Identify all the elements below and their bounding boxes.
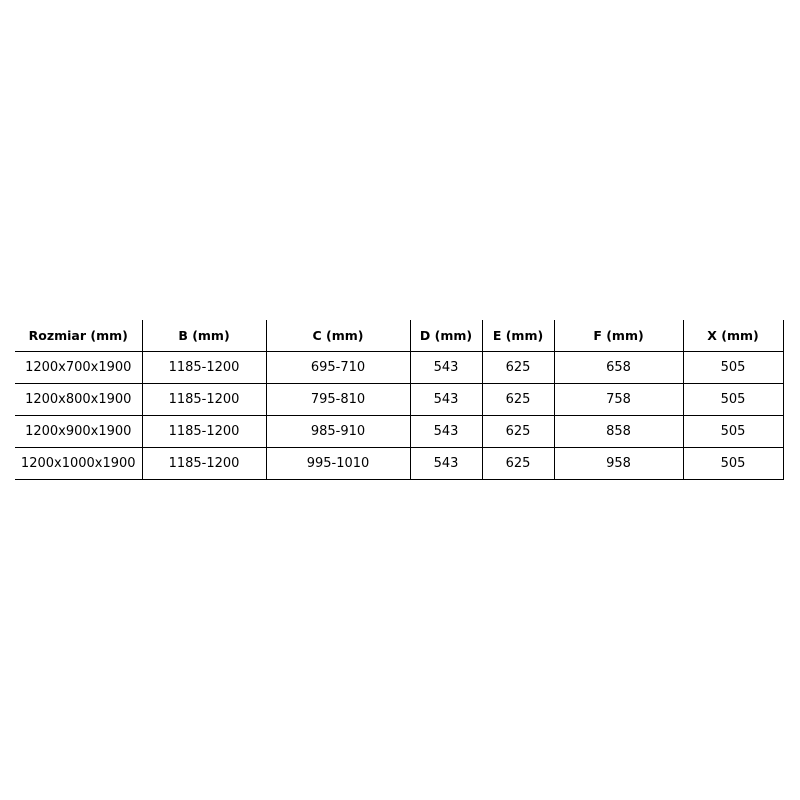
table-cell: 1185-1200 (142, 447, 267, 480)
header-c: C (mm) (266, 320, 411, 352)
table-cell: 1200x800x1900 (15, 383, 143, 416)
table-cell: 958 (554, 447, 684, 480)
header-e: E (mm) (482, 320, 555, 352)
header-b: B (mm) (142, 320, 267, 352)
table-cell: 625 (482, 351, 555, 384)
table-cell: 625 (482, 383, 555, 416)
table-cell: 505 (683, 351, 784, 384)
table-cell: 505 (683, 447, 784, 480)
table-cell: 1200x700x1900 (15, 351, 143, 384)
table-cell: 795-810 (266, 383, 411, 416)
table-cell: 543 (410, 383, 483, 416)
header-d: D (mm) (410, 320, 483, 352)
table-cell: 543 (410, 351, 483, 384)
header-f: F (mm) (554, 320, 684, 352)
header-rozmiar: Rozmiar (mm) (15, 320, 143, 352)
table-cell: 758 (554, 383, 684, 416)
table-cell: 543 (410, 415, 483, 448)
table-cell: 543 (410, 447, 483, 480)
table-cell: 1200x1000x1900 (15, 447, 143, 480)
table-cell: 1200x900x1900 (15, 415, 143, 448)
table-cell: 505 (683, 383, 784, 416)
table-row: 1200x700x1900 1185-1200 695-710 543 625 658 50… (15, 351, 784, 384)
table-cell: 695-710 (266, 351, 411, 384)
table-cell: 1185-1200 (142, 383, 267, 416)
table-cell: 505 (683, 415, 784, 448)
table-row: 1200x900x1900 1185-1200 985-910 543 625 858 50… (15, 415, 784, 448)
table-cell: 858 (554, 415, 684, 448)
table-cell: 995-1010 (266, 447, 411, 480)
table-row: 1200x800x1900 1185-1200 795-810 543 625 758 50… (15, 383, 784, 416)
table-cell: 1185-1200 (142, 415, 267, 448)
header-x: X (mm) (683, 320, 784, 352)
table-header-row: Rozmiar (mm) B (mm) C (mm) D (mm) E (mm)… (15, 320, 784, 352)
table-cell: 1185-1200 (142, 351, 267, 384)
dimensions-table: Rozmiar (mm) B (mm) C (mm) D (mm) E (mm)… (15, 320, 784, 480)
table-cell: 625 (482, 447, 555, 480)
table-row: 1200x1000x1900 1185-1200 995-1010 543 625 958… (15, 447, 784, 480)
table-cell: 625 (482, 415, 555, 448)
table-cell: 658 (554, 351, 684, 384)
table-cell: 985-910 (266, 415, 411, 448)
